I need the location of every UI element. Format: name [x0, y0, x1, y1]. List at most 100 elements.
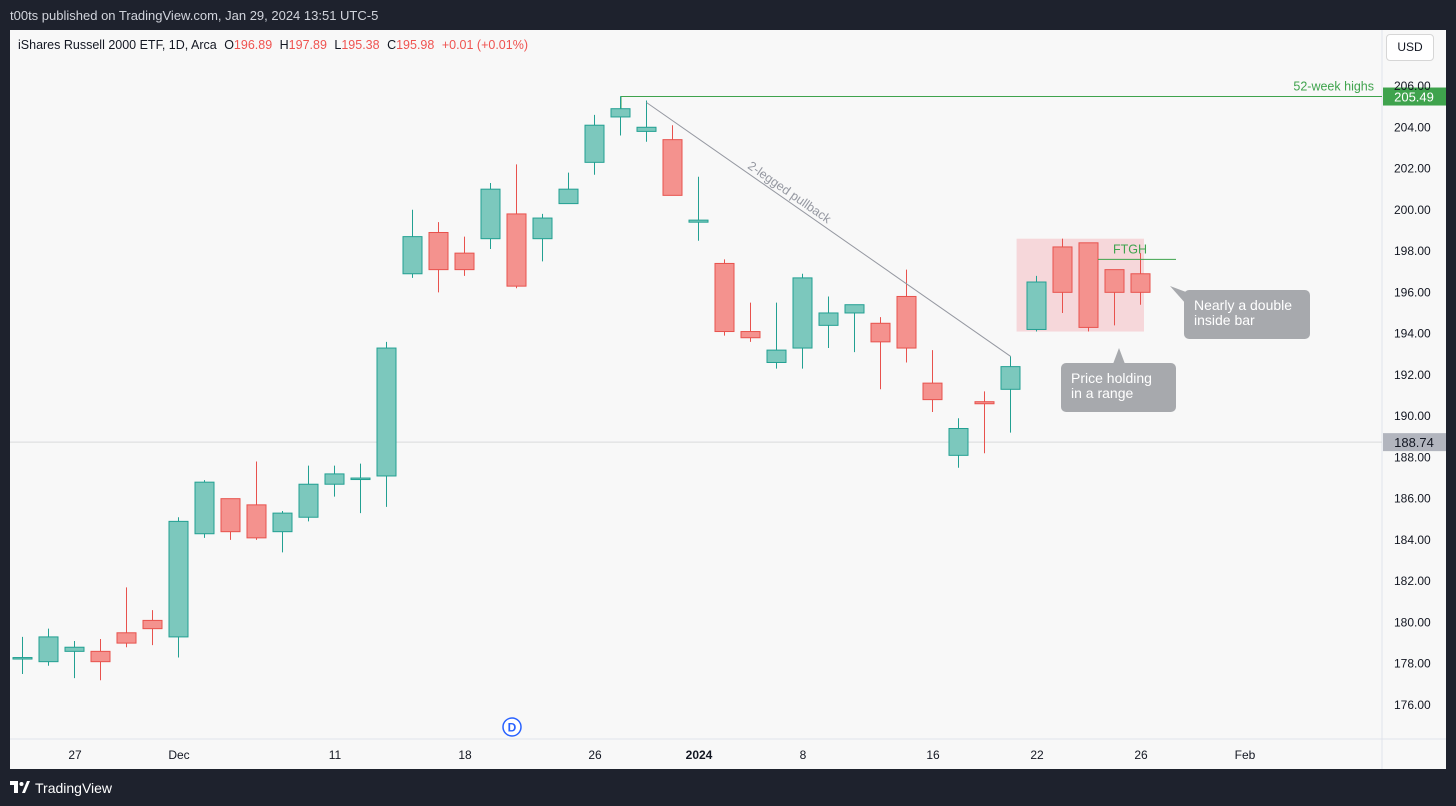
candle-body [402, 236, 423, 275]
candle-body [506, 213, 527, 287]
candle-body [454, 252, 475, 271]
candle [922, 350, 943, 413]
week52-high-price: 205.49 [1394, 90, 1434, 105]
candle-body [1078, 242, 1099, 328]
price-chart[interactable]: 188.74 205.49 52-week highs 2-legged pullb… [10, 30, 1446, 769]
candle [506, 164, 527, 289]
candle [220, 498, 241, 540]
currency-button[interactable]: USD [1386, 34, 1434, 61]
candle-body [532, 217, 553, 240]
candle [662, 125, 683, 196]
candle [194, 480, 215, 538]
y-tick-label: 188.00 [1394, 450, 1431, 464]
candle-body [324, 473, 345, 485]
y-tick-label: 202.00 [1394, 162, 1431, 176]
x-tick-label: 16 [926, 748, 940, 762]
y-tick-label: 192.00 [1394, 368, 1431, 382]
candle-body [792, 277, 813, 349]
candle-body [350, 477, 371, 481]
y-tick-label: 206.00 [1394, 79, 1431, 93]
candle-body [38, 636, 59, 663]
candle [636, 100, 657, 142]
candle-body [298, 483, 319, 518]
y-tick-label: 196.00 [1394, 285, 1431, 299]
annotation-layer: 2-legged pullback FTGH D [502, 102, 1176, 737]
candle [532, 213, 553, 262]
candle [896, 269, 917, 363]
tradingview-logo-icon [10, 781, 30, 793]
x-tick-label: 18 [458, 748, 472, 762]
chart-frame[interactable]: 188.74 205.49 52-week highs 2-legged pullb… [10, 30, 1446, 769]
y-tick-label: 198.00 [1394, 244, 1431, 258]
x-tick-label: 26 [588, 748, 602, 762]
y-tick-label: 184.00 [1394, 533, 1431, 547]
y-tick-label: 178.00 [1394, 657, 1431, 671]
high-label: H [279, 38, 289, 52]
candle [766, 302, 787, 369]
candle [610, 96, 631, 136]
candle-body [90, 650, 111, 663]
y-tick-label: 186.00 [1394, 492, 1431, 506]
candle [688, 176, 709, 241]
candle [90, 638, 111, 681]
candle [818, 296, 839, 349]
open-value: 196.89 [233, 38, 273, 52]
candle [844, 304, 865, 353]
candle-body [584, 124, 605, 163]
candle [454, 236, 475, 276]
candle [792, 273, 813, 369]
publish-info: t00ts published on TradingView.com, Jan … [10, 8, 379, 23]
bottom-bar: TradingView [0, 769, 1456, 806]
candle [558, 172, 579, 205]
candle-body [246, 504, 267, 539]
candle [38, 628, 59, 666]
last-price-tag [1383, 433, 1446, 452]
candle [740, 302, 761, 342]
candle-body [662, 139, 683, 196]
dividend-marker-label: D [508, 721, 517, 735]
open-label: O [224, 38, 234, 52]
y-tick-label: 190.00 [1394, 409, 1431, 423]
close-label: C [387, 38, 397, 52]
candle-body [64, 646, 85, 652]
candle [584, 114, 605, 175]
y-tick-label: 194.00 [1394, 327, 1431, 341]
week52-high-label: 52-week highs [1293, 80, 1374, 94]
grid-layer [10, 30, 1446, 769]
close-value: 195.98 [396, 38, 435, 52]
candle-body [142, 619, 163, 630]
candle-body [558, 188, 579, 205]
symbol-title: iShares Russell 2000 ETF, 1D, Arca [18, 38, 217, 52]
low-value: 195.38 [341, 38, 380, 52]
y-tick-label: 180.00 [1394, 615, 1431, 629]
x-tick-label: 2024 [686, 748, 713, 762]
callout-range-pointer [1113, 348, 1125, 364]
candle [272, 511, 293, 553]
low-label: L [334, 38, 342, 52]
candle [402, 209, 423, 278]
candle-body [1052, 246, 1073, 293]
candle-body [844, 304, 865, 314]
x-tick-label: Dec [168, 748, 189, 762]
candle [1130, 253, 1151, 305]
change-value: +0.01 (+0.01%) [441, 38, 528, 52]
candle [1078, 242, 1099, 332]
candle [870, 317, 891, 390]
candle-body [272, 512, 293, 533]
x-tick-label: 8 [800, 748, 807, 762]
pullback-label: 2-legged pullback [745, 159, 834, 227]
x-tick-label: 26 [1134, 748, 1148, 762]
candle-body [974, 401, 995, 405]
last-price-label: 188.74 [1394, 435, 1434, 450]
axis-layer: 176.00 178.00 180.00 182.00 184.00 186.00 188.… [68, 79, 1431, 762]
candle-body [1130, 273, 1151, 293]
candle-body [896, 295, 917, 349]
callout-inside-text: Nearly a double inside bar [1194, 297, 1293, 328]
x-tick-label: 22 [1030, 748, 1044, 762]
candle [350, 463, 371, 514]
candle [246, 461, 267, 540]
callout-range-text: Price holding in a range [1071, 370, 1152, 401]
candle-body [220, 498, 241, 533]
candle [1104, 269, 1125, 326]
candle [428, 222, 449, 293]
